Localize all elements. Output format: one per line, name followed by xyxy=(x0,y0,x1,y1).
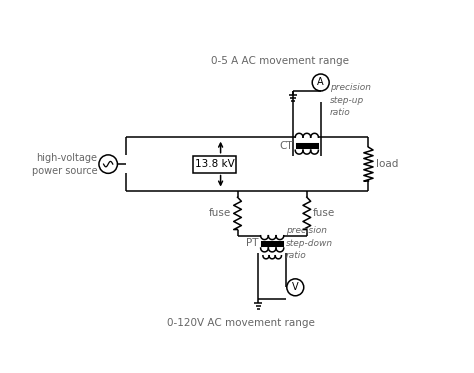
Bar xyxy=(193,156,236,173)
Text: precision
step-down
ratio: precision step-down ratio xyxy=(286,226,333,260)
Text: V: V xyxy=(292,282,299,292)
Text: 0-120V AC movement range: 0-120V AC movement range xyxy=(167,318,315,328)
Text: 0-5 A AC movement range: 0-5 A AC movement range xyxy=(211,56,349,66)
Text: fuse: fuse xyxy=(313,209,335,218)
Text: CT: CT xyxy=(279,141,293,151)
Text: precision
step-up
ratio: precision step-up ratio xyxy=(330,83,371,117)
Text: 13.8 kV: 13.8 kV xyxy=(194,159,234,169)
Text: A: A xyxy=(318,78,324,88)
Text: load: load xyxy=(376,159,399,169)
Text: fuse: fuse xyxy=(209,209,231,218)
Text: PT: PT xyxy=(246,238,258,248)
Text: high-voltage
power source: high-voltage power source xyxy=(32,153,97,176)
